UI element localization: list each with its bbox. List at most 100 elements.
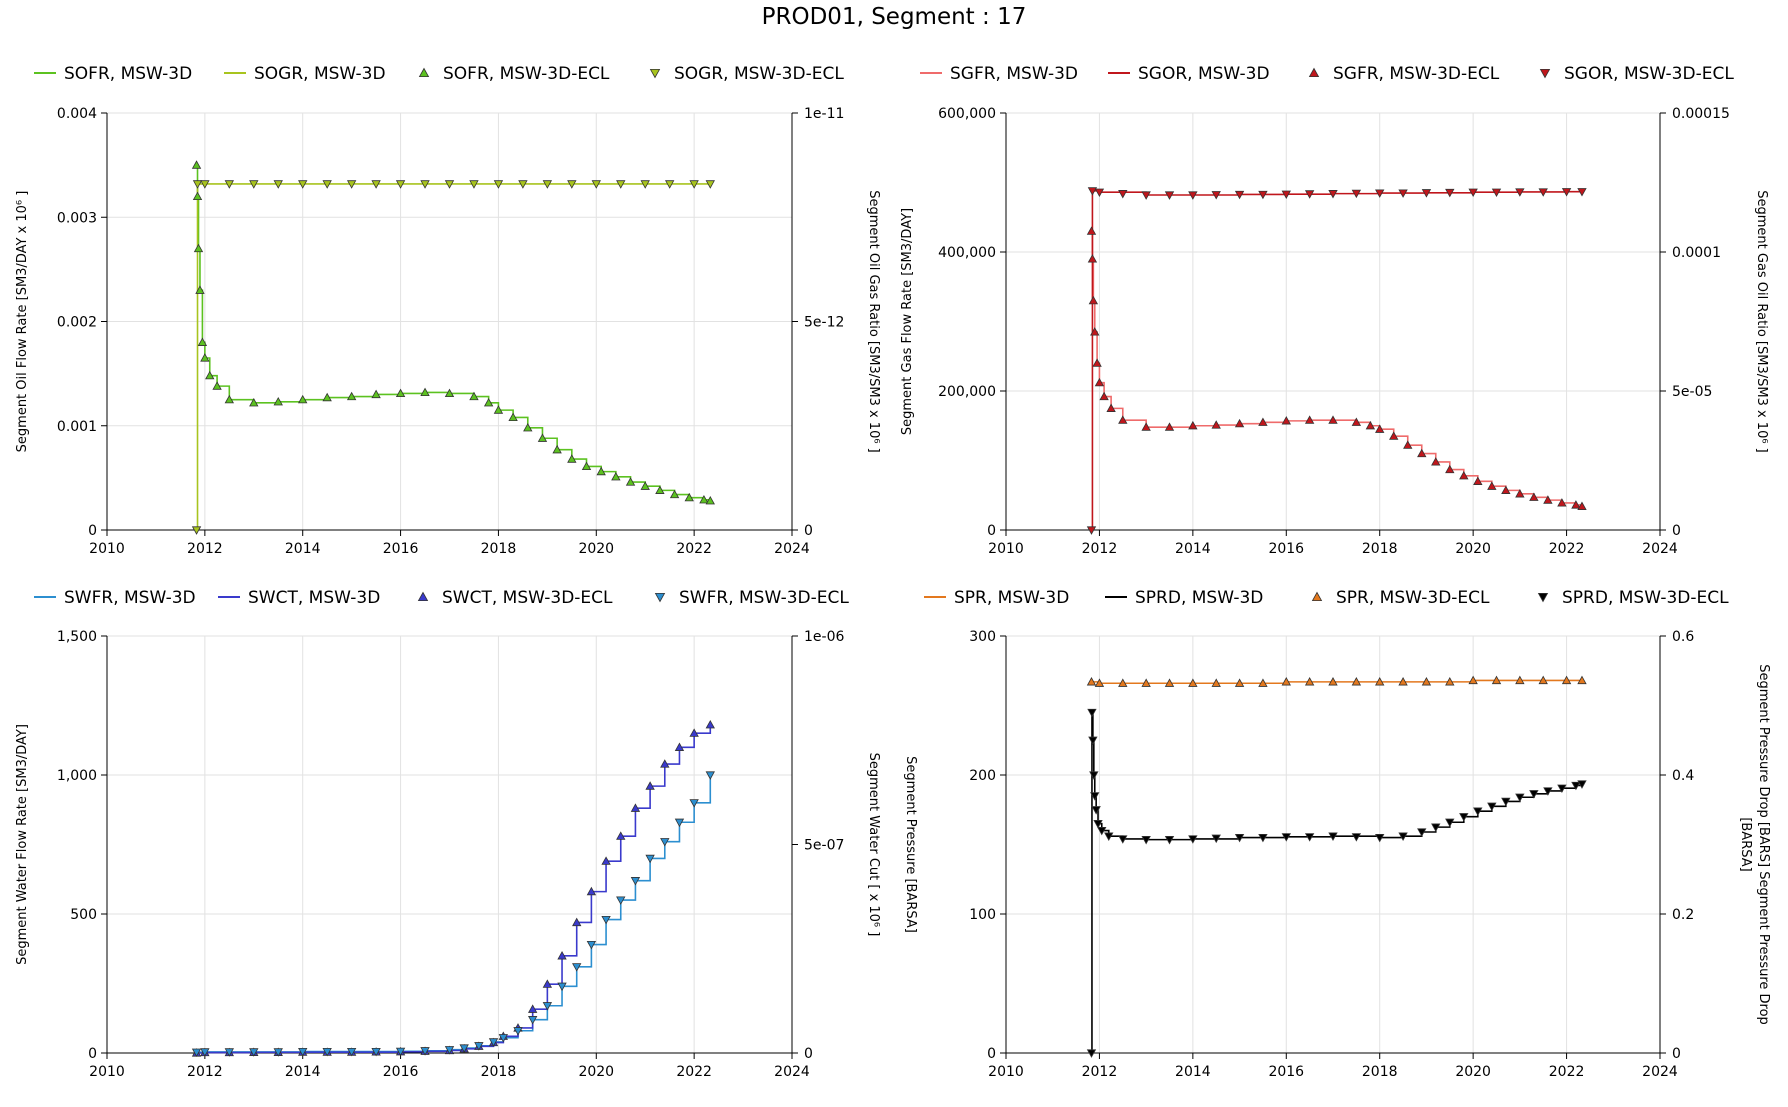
series-line-sogr-msw-3d — [196, 183, 711, 531]
data-point-sofr-msw-3d-ecl — [200, 353, 210, 362]
series-line-sofr-msw-3d — [196, 164, 712, 501]
data-point-swfr-msw-3d-ecl — [249, 1048, 259, 1057]
chart-panel-2: 2010 2012 2014 2016 2018 2020 2022 2024 0 200,000… — [900, 64, 1769, 557]
data-point-sprd-msw-3d-ecl — [1431, 823, 1441, 832]
data-point-spr-msw-3d-ecl — [1164, 678, 1175, 687]
data-point-sofr-msw-3d-ecl — [640, 481, 650, 490]
y-tick-label: 1,000 — [57, 768, 97, 784]
data-point-sprd-msw-3d-ecl — [1328, 832, 1338, 841]
data-point-sgfr-msw-3d-ecl — [1106, 403, 1116, 412]
data-point-sofr-msw-3d-ecl — [684, 492, 694, 502]
data-point-spr-msw-3d-ecl — [1141, 678, 1151, 687]
data-point-sogr-msw-3d-ecl — [689, 180, 699, 189]
y-tick-label: 0.004 — [57, 106, 97, 122]
data-point-swct-msw-3d-ecl — [630, 803, 641, 812]
x-tick-label: 2018 — [481, 541, 517, 557]
data-point-sgfr-msw-3d-ecl — [1328, 415, 1338, 424]
x-tick-label: 2012 — [1082, 541, 1118, 557]
data-point-sprd-msw-3d-ecl — [1234, 833, 1245, 843]
data-point-spr-msw-3d-ecl — [1211, 678, 1221, 687]
data-point-sprd-msw-3d-ecl — [1375, 833, 1385, 843]
data-point-spr-msw-3d-ecl — [1234, 678, 1245, 687]
y-tick-label: 0.002 — [57, 315, 97, 331]
data-point-swct-msw-3d-ecl — [705, 719, 715, 729]
x-tick-label: 2022 — [676, 1064, 712, 1080]
data-point-sgor-msw-3d-ecl — [1086, 526, 1097, 535]
data-point-sogr-msw-3d-ecl — [191, 526, 202, 535]
data-point-sgfr-msw-3d-ecl — [1090, 327, 1100, 336]
legend-item: SPR, MSW-3D — [924, 588, 1069, 608]
y-tick-label: 200,000 — [938, 384, 996, 400]
data-point-sgfr-msw-3d-ecl — [1543, 495, 1553, 504]
data-point-sofr-msw-3d-ecl — [493, 405, 504, 414]
data-point-spr-msw-3d-ecl — [1304, 677, 1315, 686]
legend-label: SWFR, MSW-3D — [64, 588, 196, 608]
data-point-sogr-msw-3d-ecl — [469, 180, 479, 189]
legend-label: SGOR, MSW-3D — [1138, 64, 1270, 84]
data-point-sogr-msw-3d-ecl — [224, 180, 235, 189]
data-point-spr-msw-3d-ecl — [1515, 675, 1525, 685]
legend-item: SWCT, MSW-3D — [218, 588, 380, 608]
x-tick-label: 2016 — [383, 541, 419, 557]
legend-item: SOFR, MSW-3D — [34, 64, 192, 84]
data-point-sprd-msw-3d-ecl — [1351, 833, 1362, 842]
data-point-sprd-msw-3d-ecl — [1501, 797, 1511, 807]
data-point-sogr-msw-3d-ecl — [640, 180, 650, 189]
data-point-sgfr-msw-3d-ecl — [1417, 448, 1427, 458]
y-tick-label: 0 — [88, 523, 97, 539]
legend-item: SOGR, MSW-3D-ECL — [649, 64, 844, 84]
data-point-sgfr-msw-3d-ecl — [1281, 416, 1291, 425]
data-point-sprd-msw-3d-ecl — [1086, 1049, 1097, 1058]
data-point-sprd-msw-3d-ecl — [1417, 828, 1427, 837]
x-tick-label: 2014 — [285, 1064, 321, 1080]
data-point-sgor-msw-3d-ecl — [1141, 191, 1151, 200]
legend-item: SWCT, MSW-3D-ECL — [417, 588, 613, 608]
data-point-spr-msw-3d-ecl — [1398, 677, 1408, 686]
x-tick-label: 2012 — [1082, 1064, 1118, 1080]
data-point-sgfr-msw-3d-ecl — [1365, 420, 1376, 430]
data-point-sgor-msw-3d-ecl — [1468, 188, 1478, 198]
data-point-sogr-msw-3d-ecl — [664, 180, 675, 189]
data-point-sofr-msw-3d-ecl — [298, 394, 308, 404]
data-point-sgfr-msw-3d-ecl — [1431, 457, 1441, 466]
data-point-spr-msw-3d-ecl — [1375, 677, 1385, 686]
y2-axis-title: Segment Pressure Drop [BARS] Segment Pre… — [1756, 664, 1771, 1025]
data-point-sgor-msw-3d-ecl — [1118, 190, 1128, 199]
data-point-swfr-msw-3d-ecl — [616, 896, 626, 905]
legend-item: SPRD, MSW-3D — [1105, 588, 1263, 608]
data-point-swfr-msw-3d-ecl — [572, 963, 582, 972]
data-point-sgfr-msw-3d-ecl — [1445, 464, 1455, 474]
y-tick-label: 200 — [969, 768, 996, 784]
data-point-sofr-msw-3d-ecl — [444, 388, 455, 398]
data-point-sogr-msw-3d-ecl — [371, 180, 381, 189]
data-point-sgor-msw-3d-ecl — [1375, 189, 1385, 198]
data-point-sgfr-msw-3d-ecl — [1375, 424, 1385, 433]
series-line-sgfr-msw-3d — [1091, 230, 1583, 507]
y2-tick-label: 0.00015 — [1672, 106, 1730, 122]
data-point-swct-msw-3d-ecl — [660, 759, 670, 768]
x-tick-label: 2022 — [676, 541, 712, 557]
data-point-sgfr-msw-3d-ecl — [1459, 470, 1469, 480]
data-point-spr-msw-3d-ecl — [1561, 675, 1572, 685]
x-tick-label: 2018 — [1362, 541, 1398, 557]
data-point-sgfr-msw-3d-ecl — [1351, 417, 1362, 426]
y-tick-label: 400,000 — [938, 245, 996, 261]
data-point-sgfr-msw-3d-ecl — [1557, 498, 1567, 507]
data-point-swfr-msw-3d-ecl — [586, 940, 597, 950]
y2-tick-label: 5e-12 — [804, 315, 844, 331]
data-point-sofr-msw-3d-ecl — [699, 494, 709, 504]
x-tick-label: 2022 — [1549, 541, 1585, 557]
data-point-sofr-msw-3d-ecl — [371, 389, 381, 399]
data-point-swfr-msw-3d-ecl — [557, 982, 567, 992]
data-point-sprd-msw-3d-ecl — [1398, 832, 1408, 841]
legend-item: SOFR, MSW-3D-ECL — [418, 64, 610, 84]
legend-label: SOFR, MSW-3D — [64, 64, 192, 84]
legend-label: SPR, MSW-3D-ECL — [1336, 588, 1490, 608]
data-point-sofr-msw-3d-ecl — [192, 191, 203, 201]
data-point-swfr-msw-3d-ecl — [322, 1048, 332, 1057]
x-tick-label: 2016 — [383, 1064, 419, 1080]
data-point-sgfr-msw-3d-ecl — [1094, 377, 1105, 387]
data-point-sofr-msw-3d-ecl — [273, 396, 283, 406]
x-tick-label: 2020 — [578, 1064, 614, 1080]
data-point-sgfr-msw-3d-ecl — [1234, 418, 1245, 428]
